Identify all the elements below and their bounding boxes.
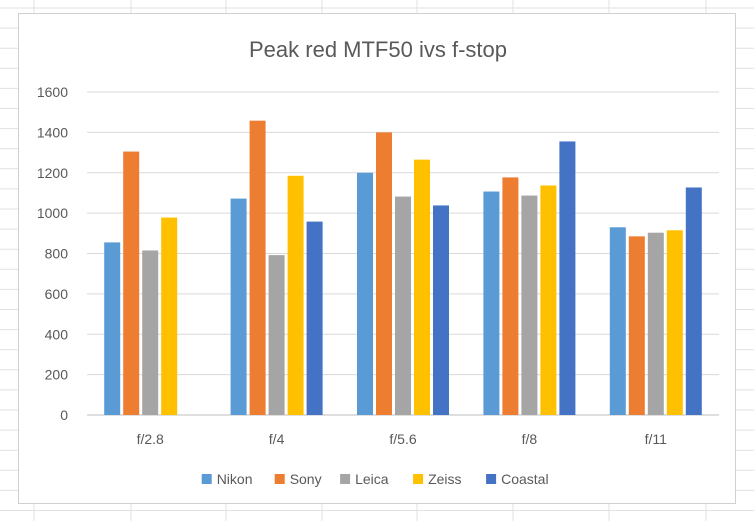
- bar-leica-4[interactable]: [647, 232, 664, 415]
- bar-leica-3[interactable]: [521, 195, 538, 415]
- legend-swatch-nikon: [201, 474, 212, 484]
- bar-nikon-0[interactable]: [104, 242, 121, 415]
- x-tick-label: f/2.8: [137, 431, 164, 447]
- y-tick-label: 600: [45, 286, 69, 302]
- chart-title: Peak red MTF50 ivs f-stop: [249, 37, 507, 62]
- bar-coastal-1[interactable]: [306, 221, 323, 415]
- y-tick-label: 800: [45, 246, 69, 262]
- bar-zeiss-2[interactable]: [414, 159, 430, 415]
- legend-label-nikon: Nikon: [217, 471, 253, 487]
- legend-label-sony: Sony: [290, 471, 322, 487]
- bar-sony-0[interactable]: [123, 151, 140, 415]
- bar-sony-3[interactable]: [502, 177, 519, 415]
- legend-swatch-leica: [340, 474, 351, 484]
- bar-leica-0[interactable]: [142, 250, 159, 415]
- y-tick-label: 1600: [37, 84, 68, 100]
- y-tick-label: 400: [45, 326, 69, 342]
- y-tick-label: 200: [45, 367, 69, 383]
- legend-label-leica: Leica: [355, 471, 389, 487]
- bar-chart: Peak red MTF50 ivs f-stop 0 200 400 600 800 1…: [37, 37, 719, 487]
- legend: Nikon Sony Leica Zeiss Coastal: [201, 471, 549, 487]
- legend-swatch-sony: [274, 474, 285, 484]
- bar-sony-2[interactable]: [376, 132, 392, 415]
- y-tick-label: 1200: [37, 165, 68, 181]
- x-tick-label: f/5.6: [389, 431, 416, 447]
- bar-zeiss-4[interactable]: [666, 230, 683, 415]
- x-tick-label: f/11: [645, 431, 668, 447]
- y-tick-label: 0: [60, 407, 68, 423]
- bar-leica-2[interactable]: [395, 196, 411, 415]
- y-axis: 0 200 400 600 800 1000 1200 1400 1600: [37, 84, 68, 423]
- x-tick-label: f/8: [522, 431, 538, 447]
- bars: [104, 120, 702, 415]
- legend-label-zeiss: Zeiss: [428, 471, 461, 487]
- bar-zeiss-0[interactable]: [161, 217, 178, 415]
- x-tick-label: f/4: [269, 431, 285, 447]
- bar-zeiss-1[interactable]: [287, 175, 304, 415]
- bar-zeiss-3[interactable]: [540, 185, 557, 415]
- bar-nikon-2[interactable]: [357, 172, 373, 415]
- bar-leica-1[interactable]: [268, 255, 285, 415]
- chart-area[interactable]: Peak red MTF50 ivs f-stop 0 200 400 600 800 1…: [18, 13, 736, 504]
- bar-nikon-4[interactable]: [609, 227, 626, 415]
- y-tick-label: 1000: [37, 205, 68, 221]
- bar-coastal-4[interactable]: [685, 187, 702, 415]
- legend-swatch-coastal: [486, 474, 497, 484]
- bar-nikon-3[interactable]: [483, 191, 500, 415]
- legend-label-coastal: Coastal: [501, 471, 548, 487]
- bar-sony-4[interactable]: [628, 236, 645, 415]
- bar-coastal-3[interactable]: [559, 141, 576, 415]
- x-axis: f/2.8 f/4 f/5.6 f/8 f/11: [137, 431, 668, 447]
- legend-swatch-zeiss: [413, 474, 424, 484]
- bar-coastal-2[interactable]: [433, 205, 449, 415]
- y-tick-label: 1400: [37, 124, 68, 140]
- bar-sony-1[interactable]: [249, 120, 266, 415]
- bar-nikon-1[interactable]: [230, 198, 247, 415]
